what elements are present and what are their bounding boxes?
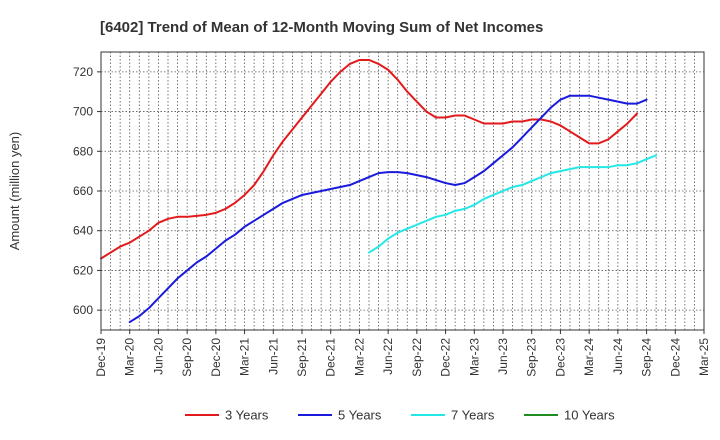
x-tick-label: Sep-24 (640, 338, 654, 377)
y-tick-label: 680 (73, 144, 93, 158)
legend-label: 7 Years (451, 408, 495, 423)
x-tick-label: Mar-25 (697, 338, 711, 376)
x-tick-label: Mar-23 (467, 338, 481, 376)
x-tick-label: Mar-21 (238, 338, 252, 376)
series-lines (100, 58, 658, 324)
x-axis-ticks: Dec-19 Mar-20 Jun-20 Sep-20 Dec-20 Mar-21 Jun-… (94, 330, 711, 377)
x-tick-label: Mar-22 (352, 338, 366, 376)
x-tick-label: Mar-24 (582, 338, 596, 376)
chart-title: [6402] Trend of Mean of 12-Month Moving … (100, 19, 543, 36)
x-tick-label: Jun-20 (151, 338, 165, 375)
x-tick-label: Dec-19 (94, 338, 108, 377)
legend-label: 10 Years (564, 408, 615, 423)
y-axis-label: Amount (million yen) (7, 132, 22, 251)
x-tick-label: Sep-21 (295, 338, 309, 377)
x-tick-label: Sep-23 (525, 338, 539, 377)
x-tick-label: Dec-20 (209, 338, 223, 377)
legend: 3 Years 5 Years 7 Years 10 Years (185, 408, 615, 423)
x-tick-label: Jun-21 (266, 338, 280, 375)
series-line-0 (100, 58, 638, 260)
y-tick-label: 620 (73, 263, 93, 277)
y-tick-label: 700 (73, 105, 93, 119)
x-tick-label: Jun-22 (381, 338, 395, 375)
x-tick-label: Sep-22 (410, 338, 424, 377)
legend-label: 5 Years (338, 408, 382, 423)
x-tick-label: Dec-21 (324, 338, 338, 377)
x-tick-label: Dec-22 (439, 338, 453, 377)
grid (101, 52, 704, 330)
y-tick-label: 640 (73, 224, 93, 238)
y-tick-label: 600 (73, 303, 93, 317)
x-tick-label: Mar-20 (123, 338, 137, 376)
series-line-1 (128, 94, 648, 324)
series-line-2 (368, 154, 658, 254)
y-tick-label: 720 (73, 65, 93, 79)
x-tick-label: Sep-20 (180, 338, 194, 377)
x-tick-label: Jun-24 (611, 338, 625, 375)
x-tick-label: Dec-23 (553, 338, 567, 377)
legend-label: 3 Years (225, 408, 269, 423)
y-axis-ticks: 600 620 640 660 680 700 720 (73, 65, 101, 317)
x-tick-label: Jun-23 (496, 338, 510, 375)
y-tick-label: 660 (73, 184, 93, 198)
x-tick-label: Dec-24 (668, 338, 682, 377)
